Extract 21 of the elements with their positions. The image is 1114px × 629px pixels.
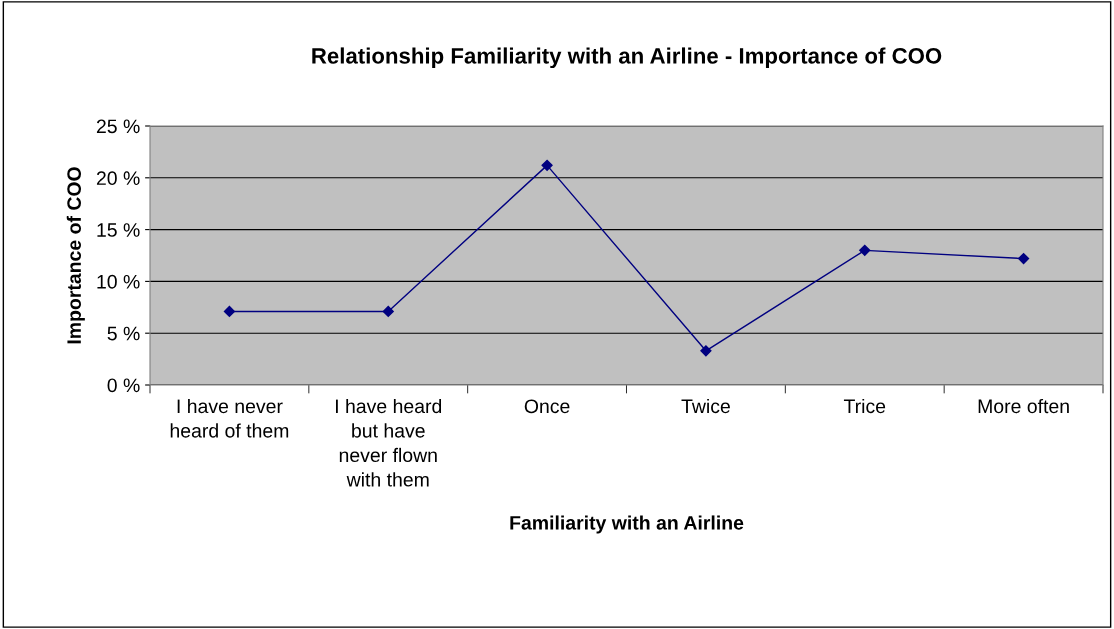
point bbox=[700, 345, 712, 357]
point bbox=[382, 305, 394, 318]
y-axis-title: Importance of COO bbox=[66, 167, 85, 344]
point bbox=[223, 305, 236, 318]
y-tick-label: 20 % bbox=[96, 171, 140, 186]
x-tick-label: More often bbox=[978, 398, 1069, 414]
x-tick-label: Once bbox=[524, 399, 570, 414]
point bbox=[859, 244, 871, 256]
x-tick-label: Trice bbox=[843, 398, 886, 414]
y-tick-label: 0 % bbox=[107, 378, 140, 393]
chart-title: Relationship Familiarity with an Airline - Importance of COO bbox=[312, 47, 942, 69]
x-tick-label: I have never heard of them bbox=[170, 398, 289, 438]
y-tick-label: 25 % bbox=[96, 119, 140, 134]
x-tick-label: I have heard but have never flown with them bbox=[336, 398, 442, 487]
point bbox=[541, 159, 553, 171]
y-tick-label: 15 % bbox=[97, 223, 140, 237]
x-tick-label: Twice bbox=[681, 398, 730, 414]
x-axis-title: Familiarity with an Airline bbox=[510, 515, 744, 534]
point bbox=[1017, 253, 1030, 265]
y-tick-label: 5 % bbox=[107, 326, 140, 341]
y-tick-label: 10 % bbox=[97, 274, 140, 289]
